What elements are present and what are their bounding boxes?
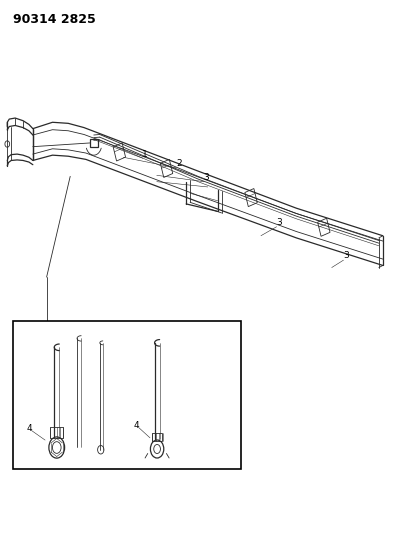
Text: 3: 3 bbox=[204, 173, 209, 182]
Text: 1: 1 bbox=[143, 150, 148, 159]
Bar bbox=[50, 427, 63, 438]
Text: 90314 2825: 90314 2825 bbox=[13, 13, 96, 26]
Text: 4: 4 bbox=[133, 422, 139, 431]
Bar bbox=[152, 433, 162, 441]
Text: 3: 3 bbox=[276, 218, 282, 227]
Text: 2: 2 bbox=[176, 159, 182, 168]
Bar bbox=[90, 139, 98, 147]
Text: 4: 4 bbox=[27, 424, 32, 433]
Text: 3: 3 bbox=[343, 252, 349, 261]
Bar bbox=[13, 320, 241, 469]
